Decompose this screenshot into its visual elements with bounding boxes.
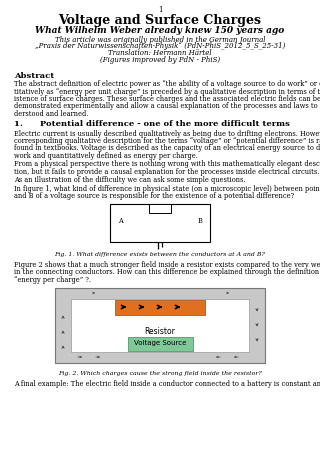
Bar xyxy=(55,288,265,362)
Text: Voltage and Surface Charges: Voltage and Surface Charges xyxy=(59,14,261,27)
Text: derstood and learned.: derstood and learned. xyxy=(14,110,88,118)
Text: „Praxis der Naturwissenschaften-Physik“ (PdN-PhiS_2012_5_S_25-31): „Praxis der Naturwissenschaften-Physik“ … xyxy=(35,43,285,50)
Text: and B of a voltage source is responsible for the existence of a potential differ: and B of a voltage source is responsible… xyxy=(14,193,294,201)
Text: Translation: Hermann Härtel: Translation: Hermann Härtel xyxy=(108,49,212,57)
Text: “energy per charge” ?.: “energy per charge” ?. xyxy=(14,276,91,284)
Text: tion, but it fails to provide a causal explanation for the processes inside elec: tion, but it fails to provide a causal e… xyxy=(14,168,319,176)
Text: work and quantitatively defined as energy per charge.: work and quantitatively defined as energ… xyxy=(14,152,198,160)
Text: What Wilhelm Weber already knew 150 years ago: What Wilhelm Weber already knew 150 year… xyxy=(36,26,284,35)
Text: B: B xyxy=(197,217,203,225)
Text: Resistor: Resistor xyxy=(145,327,175,336)
Text: (Figures improved by PdN - PhiS): (Figures improved by PdN - PhiS) xyxy=(100,56,220,63)
Bar xyxy=(115,299,205,314)
Text: titatively as “energy per unit charge” is preceded by a qualitative description : titatively as “energy per unit charge” i… xyxy=(14,87,320,96)
Bar xyxy=(110,204,210,242)
Text: in the connecting conductors. How can this difference be explained through the d: in the connecting conductors. How can th… xyxy=(14,269,320,276)
Text: Fig. 2. Which charges cause the strong field inside the resistor?: Fig. 2. Which charges cause the strong f… xyxy=(58,371,262,376)
Text: Figure 2 shows that a much stronger field inside a resistor exists compared to t: Figure 2 shows that a much stronger fiel… xyxy=(14,261,320,269)
Bar xyxy=(149,204,171,213)
Text: As an illustration of the difficulty we can ask some simple questions.: As an illustration of the difficulty we … xyxy=(14,177,245,184)
Text: found in textbooks. Voltage is described as the capacity of an electrical energy: found in textbooks. Voltage is described… xyxy=(14,145,320,153)
Text: Voltage Source: Voltage Source xyxy=(134,341,186,347)
Text: The abstract definition of electric power as “the ability of a voltage source to: The abstract definition of electric powe… xyxy=(14,80,320,88)
Text: A: A xyxy=(118,217,122,225)
Text: From a physical perspective there is nothing wrong with this mathematically eleg: From a physical perspective there is not… xyxy=(14,160,320,169)
Text: Electric current is usually described qualitatively as being due to drifting ele: Electric current is usually described qu… xyxy=(14,130,320,138)
Text: corresponding qualitative description for the terms “voltage” or “potential diff: corresponding qualitative description fo… xyxy=(14,137,320,145)
Text: 1.      Potential difference - one of the more difficult terms: 1. Potential difference - one of the mor… xyxy=(14,120,290,129)
Text: Fig. 1. What difference exists between the conductors at A and B?: Fig. 1. What difference exists between t… xyxy=(55,252,265,257)
Text: This article was originally published in the German Journal: This article was originally published in… xyxy=(55,36,265,44)
Text: demonstrated experimentally and allow a causal explanation of the processes and : demonstrated experimentally and allow a … xyxy=(14,102,320,111)
Text: In figure 1, what kind of difference in physical state (on a microscopic level) : In figure 1, what kind of difference in … xyxy=(14,185,320,193)
Text: Abstract: Abstract xyxy=(14,72,54,80)
Text: A final example: The electric field inside a conductor connected to a battery is: A final example: The electric field insi… xyxy=(14,380,320,387)
Text: 1: 1 xyxy=(158,6,162,14)
Bar xyxy=(127,337,193,351)
Text: istence of surface charges. These surface charges and the associated electric fi: istence of surface charges. These surfac… xyxy=(14,95,320,103)
Bar xyxy=(71,299,249,352)
